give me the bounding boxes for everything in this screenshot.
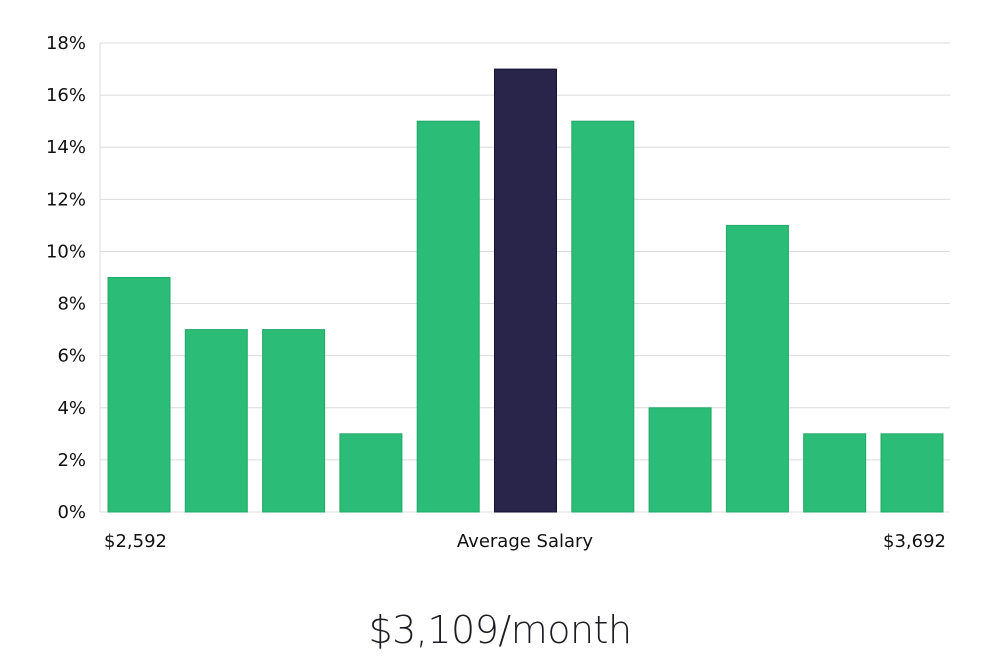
bar: [339, 433, 403, 513]
x-label-min: $2,592: [104, 531, 167, 552]
bar: [184, 329, 248, 513]
y-tick-label: 2%: [57, 450, 86, 471]
bar: [262, 329, 326, 513]
y-tick-label: 8%: [57, 294, 86, 315]
y-tick-label: 18%: [46, 33, 86, 54]
y-tick-label: 4%: [57, 398, 86, 419]
x-label-average: Average Salary: [457, 531, 594, 552]
y-tick-label: 6%: [57, 346, 86, 367]
y-tick-label: 16%: [46, 85, 86, 106]
y-tick-label: 12%: [46, 189, 86, 210]
x-label-max: $3,692: [883, 531, 946, 552]
bar: [803, 433, 867, 513]
bars: [107, 68, 944, 513]
salary-distribution-chart: 0% 2% 4% 6% 8% 10% 12% 14% 16% 18% $2,592 Average…: [46, 33, 950, 552]
bar: [571, 120, 635, 513]
bar: [648, 407, 712, 513]
bar: [725, 224, 789, 513]
y-tick-label: 0%: [57, 502, 86, 523]
y-axis-tick-labels: 0% 2% 4% 6% 8% 10% 12% 14% 16% 18%: [46, 33, 86, 523]
bar: [880, 433, 944, 513]
y-tick-label: 14%: [46, 137, 86, 158]
y-tick-label: 10%: [46, 241, 86, 262]
bar: [107, 277, 171, 513]
bar-average-highlight: [494, 68, 557, 513]
bar: [416, 120, 480, 513]
average-salary-headline: $3,109/month: [368, 608, 632, 652]
